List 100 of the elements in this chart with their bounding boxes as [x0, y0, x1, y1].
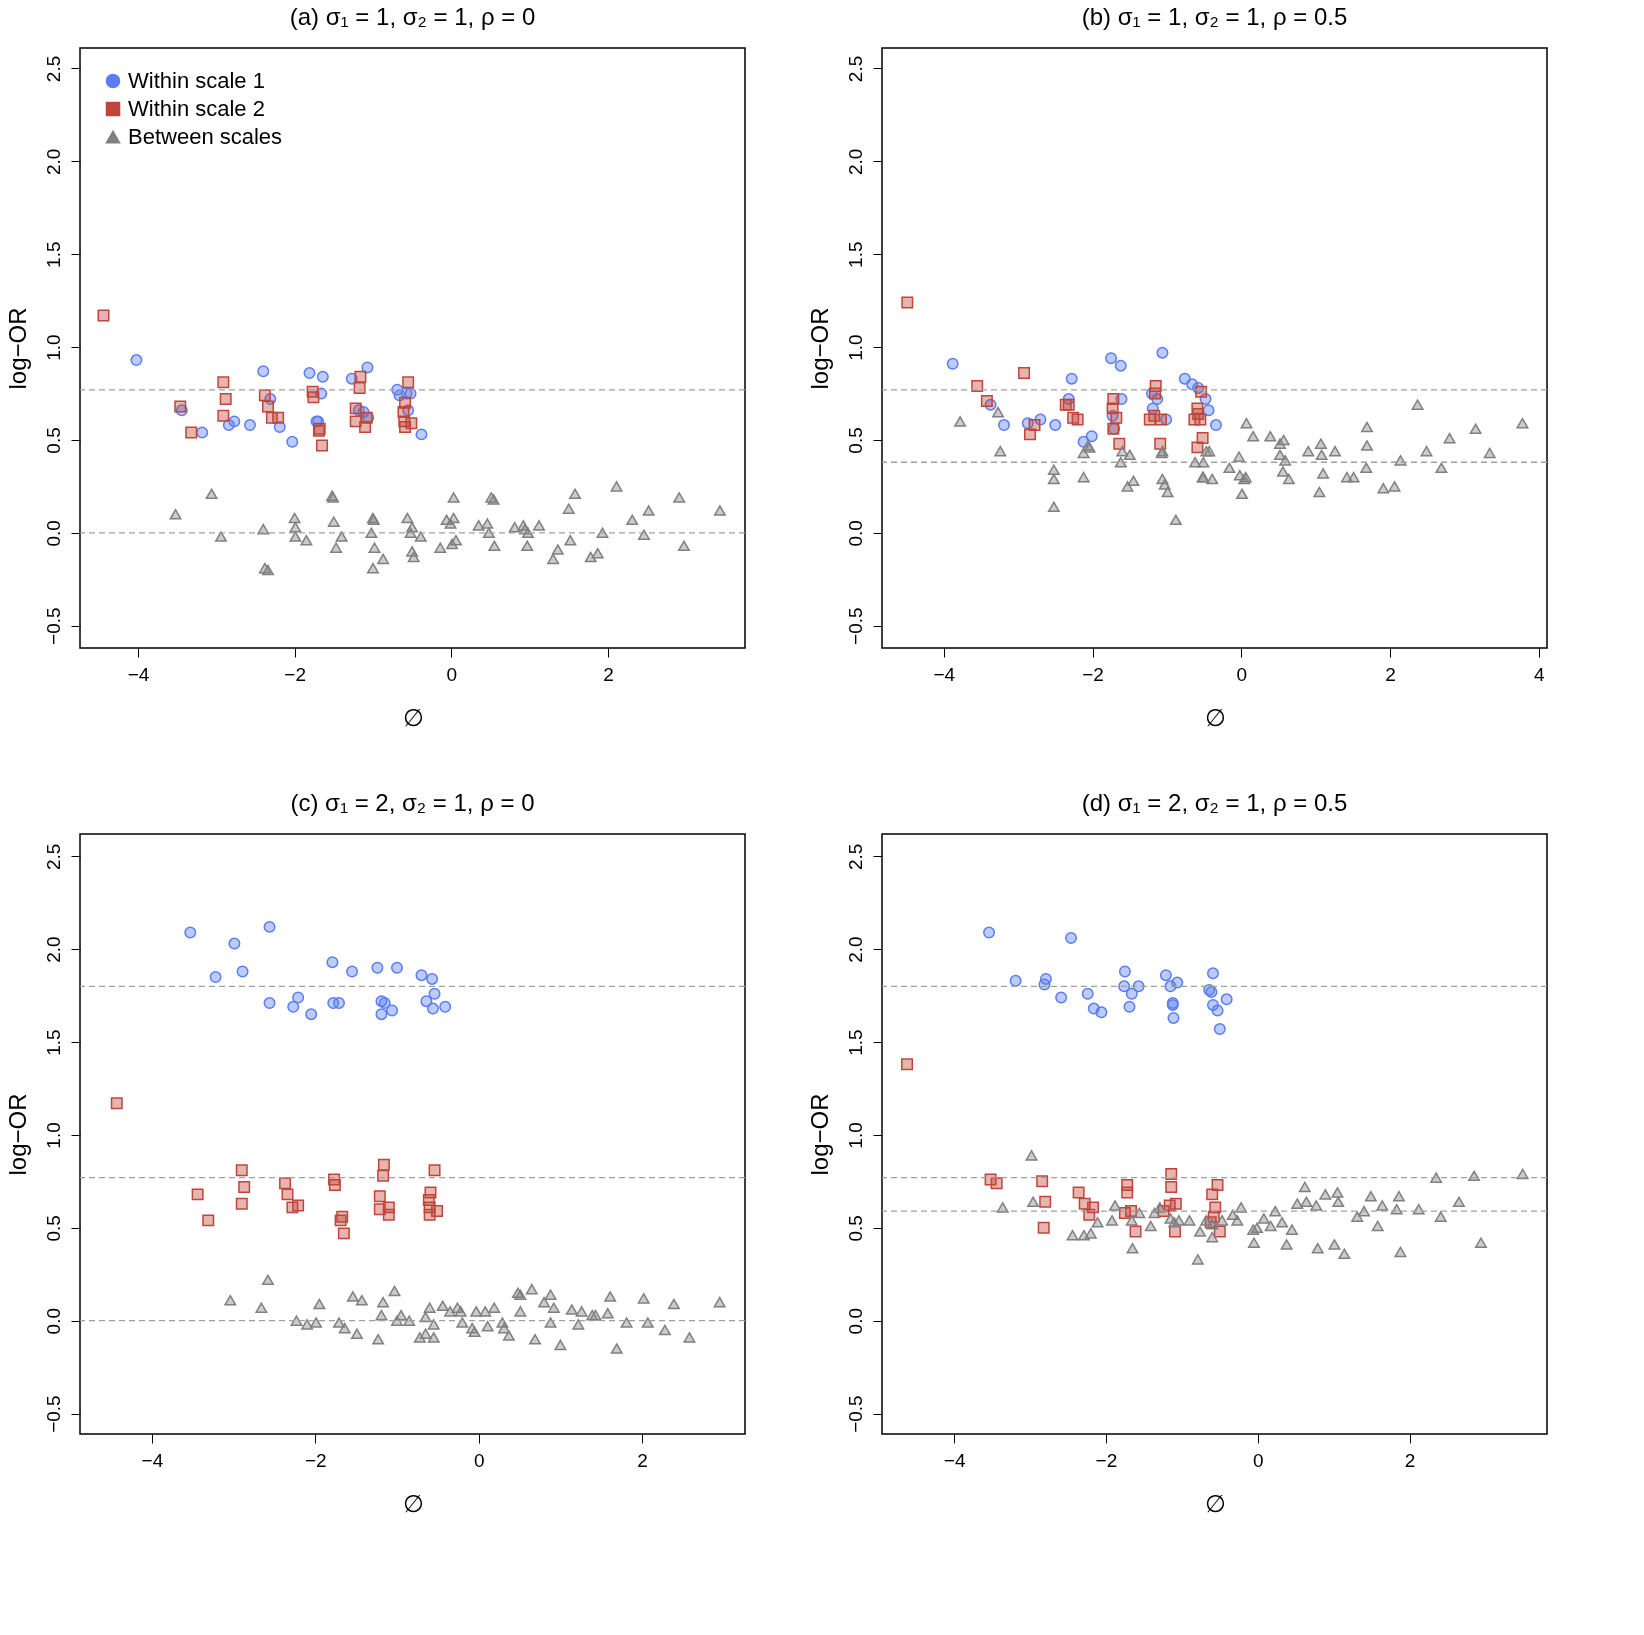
point — [426, 972, 439, 985]
point — [272, 411, 285, 424]
y-tick-label: −0.5 — [42, 607, 64, 645]
x-tick-label: −2 — [1082, 663, 1104, 685]
point — [390, 961, 403, 974]
y-tick-label: 0.5 — [42, 1215, 64, 1242]
point — [332, 997, 345, 1010]
y-tick-label: 1.5 — [844, 241, 866, 268]
point — [373, 1190, 386, 1203]
chart-title: (c) σ₁ = 2, σ₂ = 1, ρ = 0 — [290, 789, 535, 816]
y-tick-label: 2.5 — [42, 55, 64, 83]
point — [415, 428, 428, 441]
point — [346, 965, 359, 978]
x-axis-title: ∅ — [402, 703, 424, 731]
point — [1110, 411, 1123, 424]
point — [1065, 932, 1078, 945]
point — [998, 419, 1010, 432]
x-tick-label: −2 — [304, 1449, 327, 1471]
point — [1105, 352, 1118, 365]
x-tick-label: 2 — [1385, 663, 1396, 685]
point — [1118, 965, 1131, 978]
point — [287, 1000, 300, 1013]
point — [337, 1227, 350, 1240]
point — [1071, 413, 1084, 426]
point — [292, 991, 305, 1004]
y-tick-label: −0.5 — [844, 607, 866, 645]
point — [1202, 404, 1215, 417]
y-tick-label: 0.5 — [844, 427, 866, 454]
y-tick-label: −0.5 — [844, 1395, 866, 1433]
x-tick-label: −2 — [284, 663, 306, 685]
y-tick-label: 2.5 — [844, 843, 866, 870]
legend-label: Within scale 2 — [128, 96, 265, 121]
point — [371, 961, 384, 974]
point — [1024, 428, 1037, 441]
y-tick-label: −0.5 — [42, 1395, 64, 1433]
point — [1194, 413, 1207, 426]
point — [185, 426, 198, 439]
y-axis-title: log−OR — [805, 307, 833, 390]
point — [1154, 437, 1167, 450]
point — [184, 926, 197, 939]
x-axis-title: ∅ — [1204, 1489, 1226, 1517]
y-axis-title: log−OR — [3, 1093, 31, 1176]
point — [97, 309, 110, 322]
point — [983, 926, 996, 939]
point — [174, 400, 187, 413]
point — [386, 1004, 399, 1017]
point — [238, 1180, 251, 1193]
point — [1049, 419, 1062, 432]
point — [1154, 413, 1167, 426]
point — [292, 1199, 305, 1212]
point — [1037, 1221, 1050, 1234]
x-tick-label: 0 — [1252, 1449, 1264, 1471]
x-tick-label: 2 — [637, 1449, 648, 1471]
y-tick-label: 2.5 — [844, 55, 866, 83]
point — [1220, 993, 1233, 1006]
point — [1132, 980, 1145, 993]
point — [236, 965, 249, 978]
point — [901, 1058, 914, 1071]
y-tick-label: 2.0 — [42, 936, 64, 963]
point — [336, 1210, 349, 1223]
point — [980, 394, 993, 407]
point — [263, 997, 276, 1010]
point — [415, 969, 428, 982]
point — [1164, 980, 1177, 993]
point — [228, 937, 241, 950]
y-tick-label: 1.5 — [42, 241, 64, 268]
y-tick-label: 2.0 — [844, 936, 866, 963]
point — [1065, 372, 1078, 385]
point — [258, 389, 271, 402]
y-tick-label: 0.0 — [42, 520, 64, 547]
point — [1159, 969, 1172, 982]
point — [307, 391, 320, 404]
point — [1038, 978, 1051, 991]
x-tick-label: 2 — [1404, 1449, 1416, 1471]
point — [1206, 967, 1219, 980]
x-tick-label: −4 — [127, 663, 150, 685]
y-tick-label: 1.0 — [844, 334, 866, 361]
point — [1165, 1167, 1178, 1180]
point — [428, 987, 441, 1000]
chart-title: (d) σ₁ = 2, σ₂ = 1, ρ = 0.5 — [1081, 789, 1348, 816]
point — [110, 1097, 123, 1110]
point — [377, 1169, 390, 1182]
point — [1191, 441, 1204, 454]
legend-label: Between scales — [128, 124, 283, 149]
point — [1156, 346, 1169, 359]
point — [1213, 1023, 1226, 1036]
point — [1072, 1186, 1085, 1199]
x-tick-label: 0 — [473, 1449, 485, 1471]
y-tick-label: 1.0 — [42, 1122, 64, 1149]
point — [286, 435, 299, 448]
point — [990, 1177, 1003, 1190]
y-tick-label: 0.0 — [844, 1307, 866, 1335]
point — [328, 1179, 341, 1192]
point — [1121, 1186, 1134, 1199]
point — [1081, 987, 1094, 1000]
point — [326, 956, 339, 969]
y-tick-label: 1.5 — [844, 1029, 866, 1056]
point — [316, 439, 329, 452]
point — [261, 400, 274, 413]
point — [1039, 1195, 1052, 1208]
